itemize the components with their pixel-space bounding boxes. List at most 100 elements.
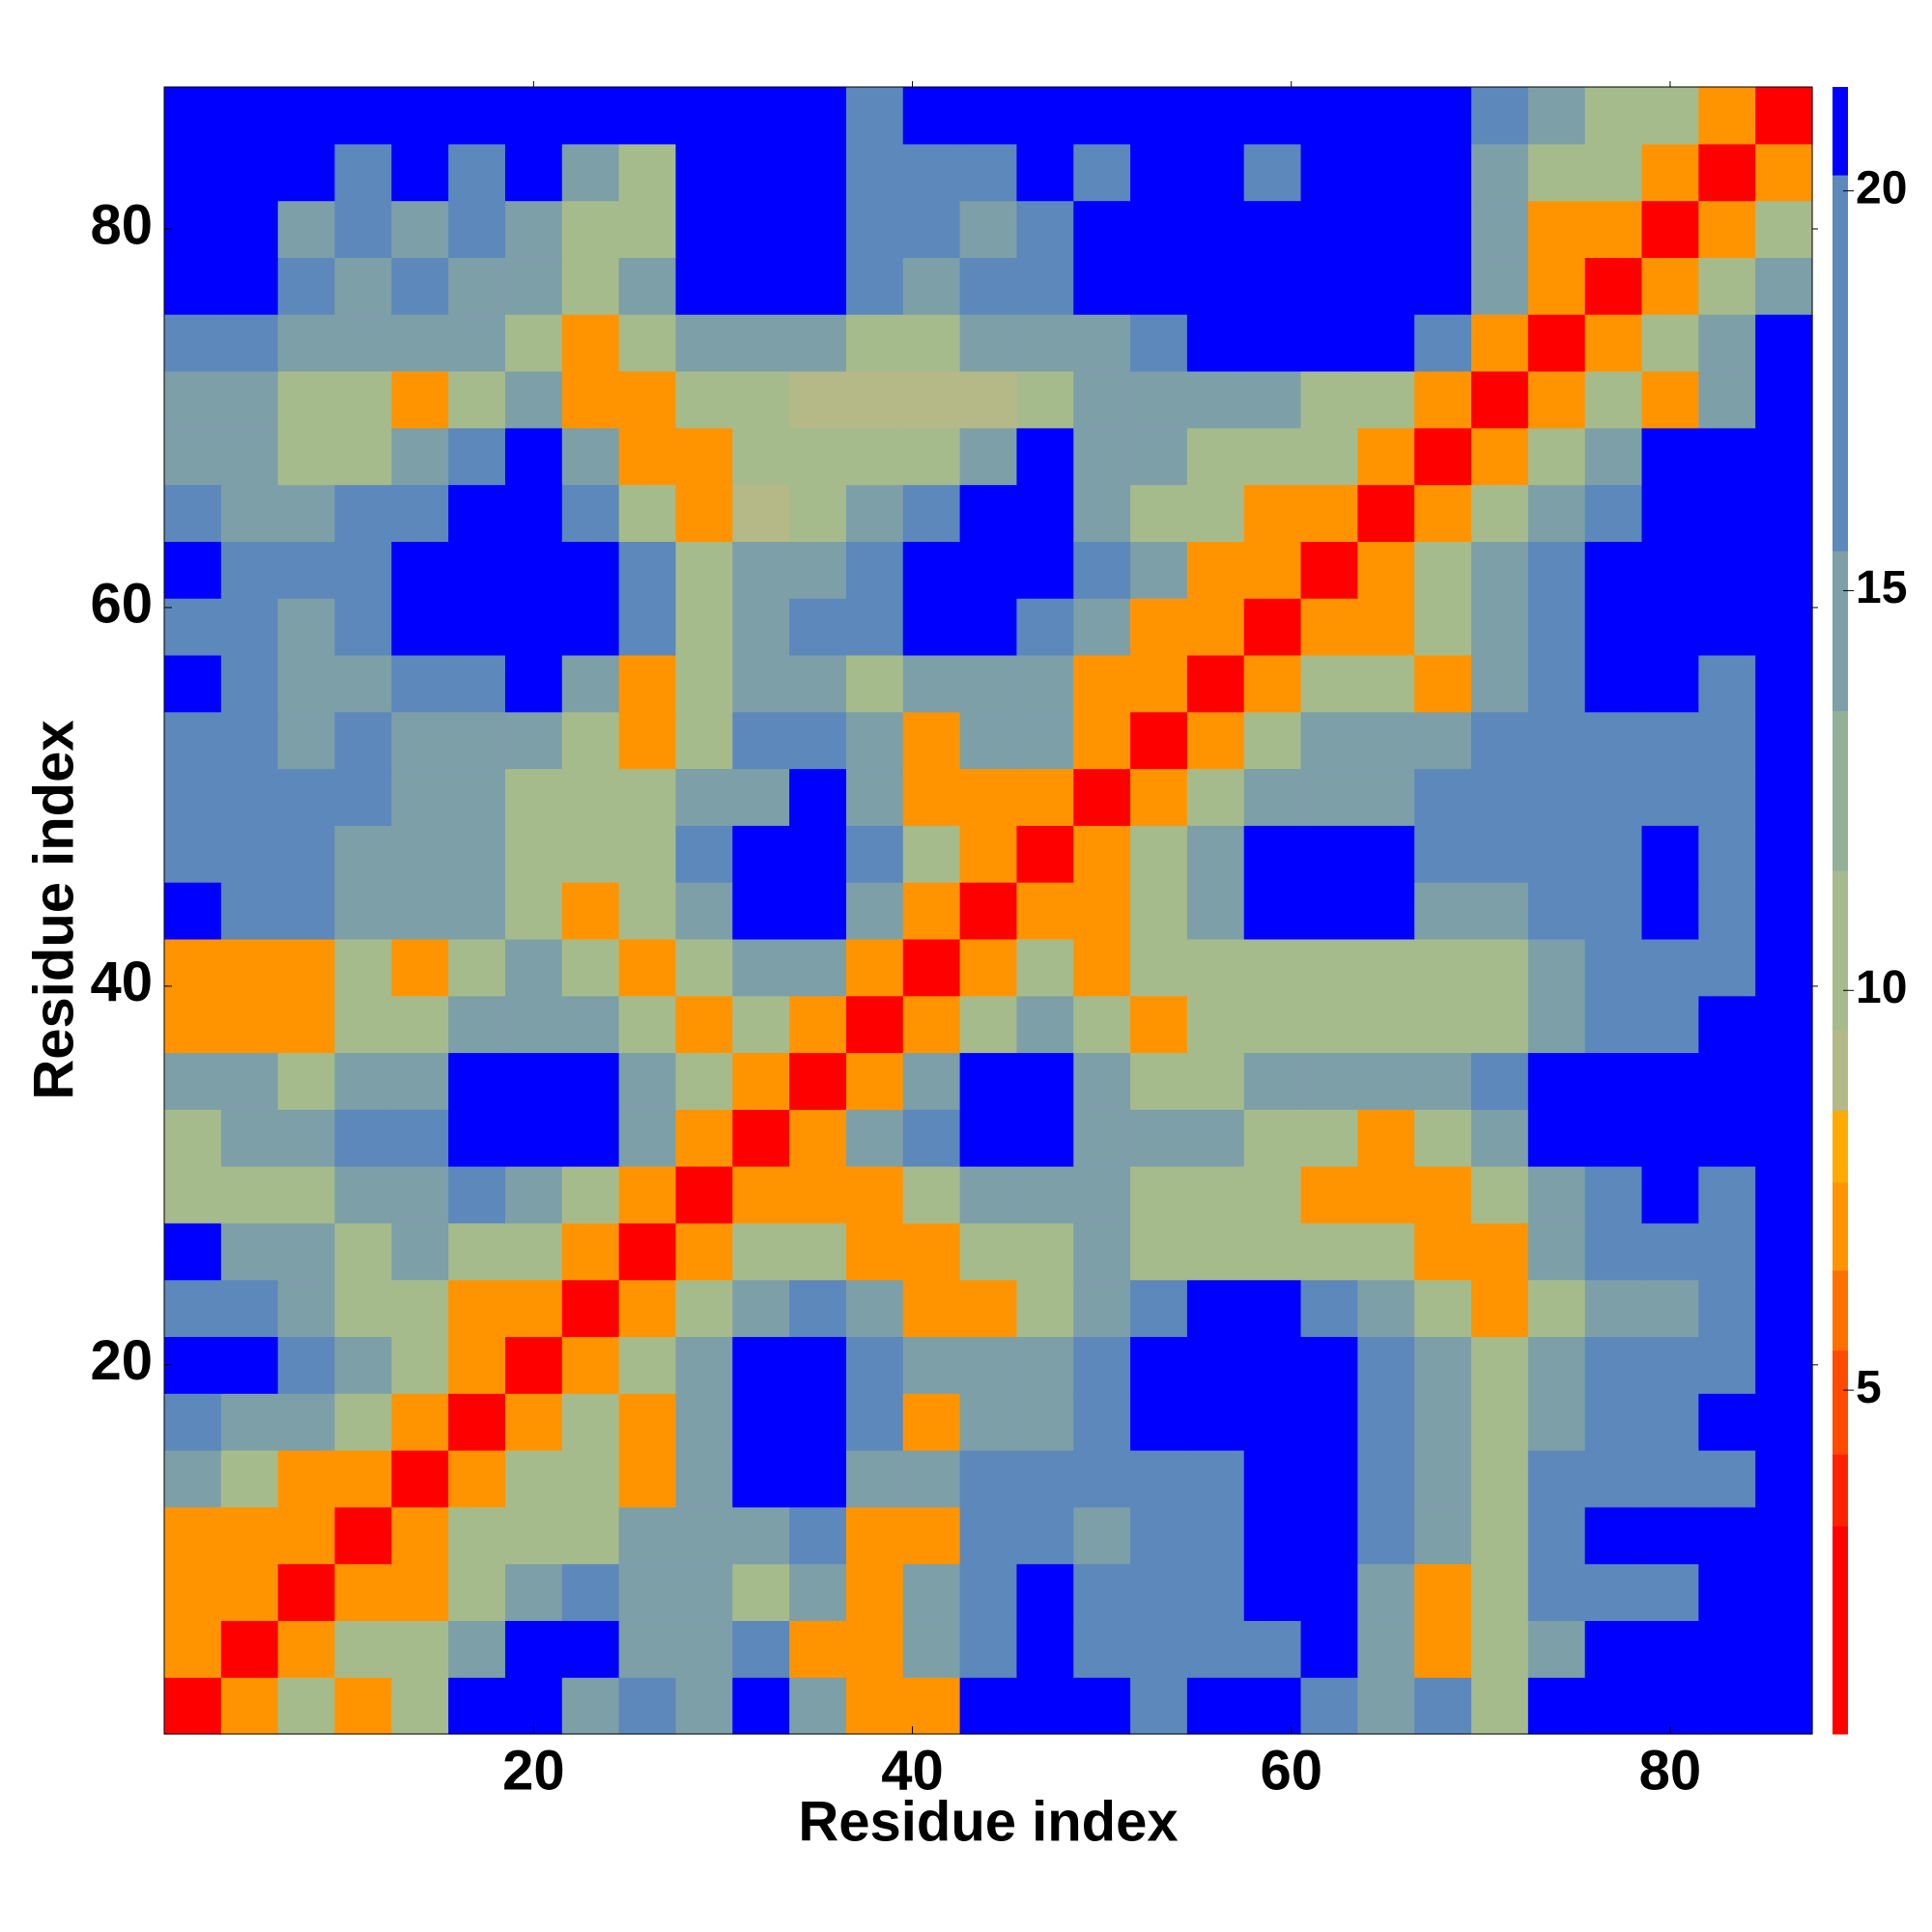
heatmap-cell (1186, 87, 1245, 145)
heatmap-cell (220, 938, 279, 997)
heatmap-cell (1414, 1336, 1472, 1394)
heatmap-cell (1471, 87, 1529, 145)
heatmap-cell (448, 598, 506, 656)
heatmap-cell (1414, 143, 1472, 202)
heatmap-cell (1755, 370, 1813, 429)
heatmap-cell (1243, 257, 1302, 315)
heatmap-cell (1243, 200, 1302, 258)
heatmap-cell (1186, 938, 1245, 997)
heatmap-cell (561, 1450, 620, 1508)
heatmap-cell (561, 882, 620, 940)
heatmap-cell (1243, 1279, 1302, 1338)
heatmap-cell (334, 200, 392, 258)
heatmap-cell (902, 1677, 961, 1735)
heatmap-cell (1243, 1620, 1302, 1678)
heatmap-cell (561, 484, 620, 542)
heatmap-cell (1130, 1563, 1188, 1622)
heatmap-cell (1016, 143, 1074, 202)
heatmap-cell (1755, 1620, 1813, 1678)
heatmap-cell (675, 711, 733, 770)
heatmap-cell (448, 1393, 506, 1451)
heatmap-cell (1641, 995, 1699, 1054)
heatmap-cell (1527, 1222, 1586, 1281)
heatmap-cell (277, 995, 336, 1054)
heatmap-cell (1414, 1450, 1472, 1508)
heatmap-cell (618, 1506, 677, 1565)
heatmap-cell (732, 370, 790, 429)
heatmap-cell (675, 1563, 733, 1622)
heatmap-cell (1130, 598, 1188, 656)
heatmap-cell (277, 711, 336, 770)
heatmap-cell (789, 1279, 847, 1338)
heatmap-cell (1471, 1222, 1529, 1281)
heatmap-cell (1300, 314, 1358, 372)
heatmap-cell (1641, 882, 1699, 940)
heatmap-cell (1357, 1677, 1415, 1735)
heatmap-cell (448, 995, 506, 1054)
heatmap-cell (277, 1166, 336, 1224)
heatmap-cell (220, 882, 279, 940)
heatmap-cell (902, 1279, 961, 1338)
heatmap-cell (1584, 1052, 1643, 1110)
heatmap-cell (789, 711, 847, 770)
heatmap-cell (1300, 711, 1358, 770)
heatmap-cell (732, 1393, 790, 1451)
heatmap-cell (1698, 1166, 1756, 1224)
heatmap-cell (1186, 1222, 1245, 1281)
heatmap-cell (561, 1620, 620, 1678)
heatmap-cell (391, 1677, 449, 1735)
heatmap-cell (1698, 1279, 1756, 1338)
heatmap-cell (1641, 1506, 1699, 1565)
heatmap-cell (277, 427, 336, 486)
heatmap-cell (164, 995, 222, 1054)
heatmap-cell (959, 1336, 1018, 1394)
heatmap-cell (1016, 427, 1074, 486)
heatmap-cells (164, 87, 1813, 1735)
heatmap-cell (1130, 995, 1188, 1054)
heatmap-cell (1698, 995, 1756, 1054)
heatmap-cell (448, 768, 506, 826)
heatmap-cell (334, 654, 392, 713)
heatmap-cell (391, 995, 449, 1054)
heatmap-cell (902, 1393, 961, 1451)
heatmap-cell (1471, 1506, 1529, 1565)
heatmap-cell (561, 938, 620, 997)
heatmap-cell (1130, 1677, 1188, 1735)
heatmap-cell (561, 257, 620, 315)
colorbar-band (1833, 1350, 1848, 1455)
heatmap-cell (1016, 1109, 1074, 1167)
heatmap-cell (1527, 654, 1586, 713)
heatmap-cell (1357, 995, 1415, 1054)
heatmap-cell (1016, 1620, 1074, 1678)
heatmap-cell (561, 427, 620, 486)
heatmap-cell (1584, 882, 1643, 940)
heatmap-cell (1755, 825, 1813, 883)
heatmap-cell (618, 1336, 677, 1394)
heatmap-cell (561, 825, 620, 883)
heatmap-cell (504, 995, 563, 1054)
heatmap-cell (1584, 825, 1643, 883)
heatmap-cell (448, 882, 506, 940)
y-axis-label: Residue index (22, 720, 85, 1099)
heatmap-cell (1243, 1052, 1302, 1110)
heatmap-cell (789, 257, 847, 315)
heatmap-cell (1130, 87, 1188, 145)
heatmap-cell (1584, 314, 1643, 372)
heatmap-cell (675, 938, 733, 997)
heatmap-cell (334, 143, 392, 202)
heatmap-cell (448, 314, 506, 372)
heatmap-cell (732, 711, 790, 770)
colorbar-tick-label: 20 (1856, 162, 1907, 213)
heatmap-cell (1471, 370, 1529, 429)
heatmap-cell (1755, 484, 1813, 542)
heatmap-cell (1357, 711, 1415, 770)
heatmap-cell (334, 1393, 392, 1451)
heatmap-cell (334, 1052, 392, 1110)
heatmap-cell (1471, 257, 1529, 315)
heatmap-cell (902, 1506, 961, 1565)
heatmap-cell (732, 995, 790, 1054)
heatmap-cell (675, 598, 733, 656)
heatmap-cell (1243, 1677, 1302, 1735)
heatmap-cell (1755, 711, 1813, 770)
heatmap-cell (164, 1450, 222, 1508)
